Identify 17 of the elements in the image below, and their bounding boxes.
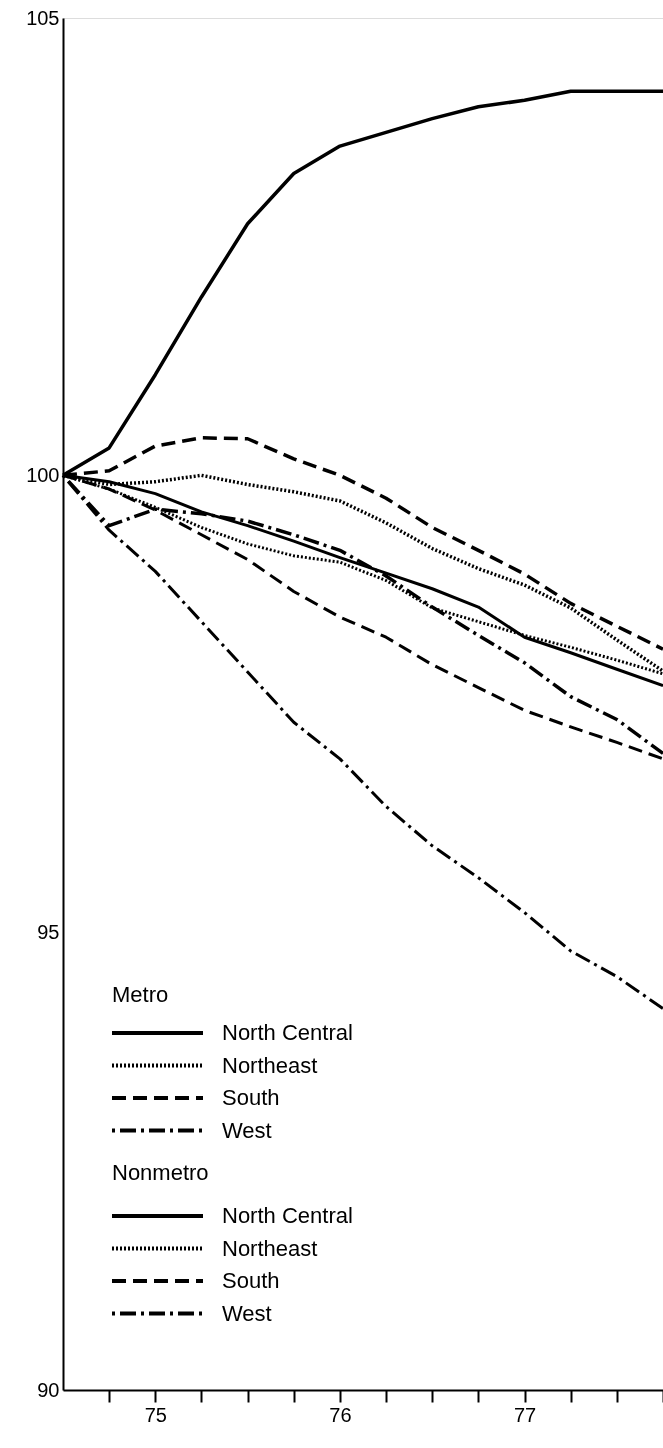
annotation: Metro [112, 982, 169, 1007]
x-tick-label: 77 [513, 1403, 537, 1426]
legend-label: West [222, 1300, 272, 1326]
legend-label: North Central [222, 1020, 353, 1045]
y-tick-label: 105 [26, 6, 60, 29]
legend-label: West [222, 1117, 272, 1143]
legend-label: North Central [222, 1203, 353, 1228]
legend-label: South [222, 1268, 280, 1293]
legend-label: Northeast [222, 1052, 318, 1078]
x-tick-label: 75 [144, 1403, 167, 1426]
annotation: Nonmetro [112, 1160, 209, 1185]
y-tick-label: 100 [26, 463, 60, 486]
legend-label: South [222, 1085, 280, 1110]
legend-label: Northeast [222, 1235, 318, 1261]
y-tick-label: 90 [37, 1378, 60, 1401]
x-tick-label: 76 [329, 1403, 352, 1426]
y-tick-label: 95 [37, 921, 60, 944]
